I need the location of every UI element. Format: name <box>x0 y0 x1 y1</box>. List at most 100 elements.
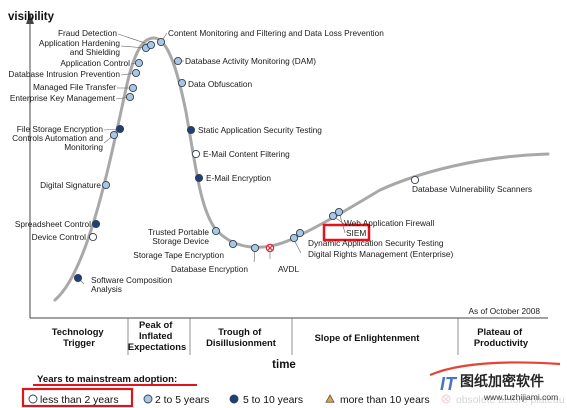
label-line: SIEM <box>346 228 366 238</box>
label-storage-tape-encryption: Storage Tape Encryption <box>133 250 224 260</box>
marker-database-encryption <box>250 243 260 253</box>
label-line: Application Hardening <box>39 38 121 48</box>
legend-marker-gt10 <box>325 394 335 403</box>
marker-database-activity-monitoring-dam <box>173 56 183 66</box>
label-line: File Storage Encryption <box>17 124 104 134</box>
label-digital-signature: Digital Signature <box>40 180 101 190</box>
leader-line <box>120 45 147 49</box>
label-database-activity-monitoring-dam: Database Activity Monitoring (DAM) <box>185 56 316 66</box>
legend-marker-2to5 <box>143 394 153 404</box>
label-line: Content Monitoring and Filtering and Dat… <box>168 28 384 38</box>
marker-e-mail-encryption <box>194 173 204 183</box>
label-line: Data Obfuscation <box>188 79 252 89</box>
label-e-mail-content-filtering: E-Mail Content Filtering <box>203 149 290 159</box>
label-application-hardening-and-shielding: Application Hardening and Shielding <box>39 38 121 57</box>
marker-controls-automation-and-monitoring <box>109 130 119 140</box>
legend-highlight-box <box>21 387 134 408</box>
label-line: E-Mail Content Filtering <box>203 149 290 159</box>
marker-digital-rights-management-enterprise <box>295 228 305 238</box>
label-dynamic-application-security-testing: Dynamic Application Security Testing <box>308 238 444 248</box>
legend-title: Years to mainstream adoption: <box>37 374 177 385</box>
label-line: Storage Tape Encryption <box>133 250 224 260</box>
label-data-obfuscation: Data Obfuscation <box>188 79 252 89</box>
watermark-swoosh <box>429 361 561 377</box>
label-line: Storage Device <box>152 236 209 246</box>
leader-line <box>117 33 152 46</box>
legend-label-5to10: 5 to 10 years <box>243 395 303 406</box>
label-spreadsheet-control: Spreadsheet Control <box>15 219 91 229</box>
label-fraud-detection: Fraud Detection <box>58 28 117 38</box>
marker-e-mail-content-filtering <box>191 149 201 159</box>
label-database-vulnerability-scanners: Database Vulnerability Scanners <box>412 184 532 194</box>
marker-data-obfuscation <box>177 78 187 88</box>
label-trusted-portable-storage-device: Trusted Portable Storage Device <box>148 227 209 246</box>
label-line: Fraud Detection <box>58 28 117 38</box>
marker-avdl <box>265 243 275 253</box>
label-static-application-security-testing: Static Application Security Testing <box>198 125 322 135</box>
marker-storage-tape-encryption <box>228 239 238 249</box>
marker-content-monitoring-and-filtering-and-data-loss-prevention <box>156 37 166 47</box>
label-line: Analysis <box>91 284 122 294</box>
y-axis-title: visibility <box>8 11 55 23</box>
marker-spreadsheet-control <box>91 219 101 229</box>
label-line: AVDL <box>278 264 299 274</box>
siem-highlight-box <box>322 223 371 242</box>
label-file-storage-encryption: File Storage Encryption <box>17 124 104 134</box>
marker-device-control <box>88 232 98 242</box>
label-line: Database Vulnerability Scanners <box>412 184 532 194</box>
marker-trusted-portable-storage-device <box>211 226 221 236</box>
label-line: and Shielding <box>70 47 121 57</box>
label-application-control: Application Control <box>60 58 130 68</box>
phase-label-slope: Slope of Enlightenment <box>315 332 420 343</box>
label-line: Web Application Firewall <box>344 218 434 228</box>
label-line: Digital Signature <box>40 180 101 190</box>
marker-digital-signature <box>101 180 111 190</box>
watermark-url: www.tuzhijiami.com <box>483 392 558 402</box>
marker-software-composition-analysis <box>73 273 83 283</box>
label-controls-automation-and-monitoring: Controls Automation and Monitoring <box>12 133 103 152</box>
label-avdl: AVDL <box>278 264 299 274</box>
x-axis-title: time <box>272 359 296 371</box>
label-line: Spreadsheet Control <box>15 219 91 229</box>
marker-web-application-firewall <box>334 207 344 217</box>
marker-dynamic-application-security-testing <box>289 233 299 243</box>
label-line: Dynamic Application Security Testing <box>308 238 444 248</box>
label-siem: SIEM <box>346 228 366 238</box>
legend-marker-lt2 <box>28 394 38 404</box>
label-line: Software Composition <box>91 275 173 285</box>
label-line: Managed File Transfer <box>33 82 116 92</box>
label-line: Enterprise Key Management <box>10 93 116 103</box>
legend-label-2to5: 2 to 5 years <box>155 395 209 406</box>
marker-enterprise-key-management <box>125 92 135 102</box>
phase-label-plateau: Plateau of Productivity <box>474 326 529 348</box>
y-axis-arrowhead <box>26 13 34 24</box>
label-database-intrusion-prevention: Database Intrusion Prevention <box>8 69 120 79</box>
label-device-control: Device Control <box>32 232 87 242</box>
label-web-application-firewall: Web Application Firewall <box>344 218 434 228</box>
label-content-monitoring-and-filtering-and-data-loss-prevention: Content Monitoring and Filtering and Dat… <box>168 28 384 38</box>
hype-curve <box>53 36 550 302</box>
as-of-note: As of October 2008 <box>469 306 541 316</box>
watermark-cn-text: 图纸加密软件 <box>460 373 544 389</box>
label-line: Controls Automation and <box>12 133 103 143</box>
marker-database-vulnerability-scanners <box>410 175 420 185</box>
watermark-logo: IT 图纸加密软件 www.tuzhijiami.com <box>429 361 564 408</box>
label-line: Database Encryption <box>171 264 248 274</box>
marker-static-application-security-testing <box>186 125 196 135</box>
label-line: Monitoring <box>64 142 103 152</box>
label-line: E-Mail Encryption <box>206 173 271 183</box>
marker-application-control <box>134 58 144 68</box>
marker-database-intrusion-prevention <box>131 68 141 78</box>
label-database-encryption: Database Encryption <box>171 264 248 274</box>
label-line: Trusted Portable <box>148 227 209 237</box>
marker-managed-file-transfer <box>128 83 138 93</box>
label-line: Database Intrusion Prevention <box>8 69 120 79</box>
label-enterprise-key-management: Enterprise Key Management <box>10 93 116 103</box>
legend-label-gt10: more than 10 years <box>340 395 430 406</box>
label-line: Static Application Security Testing <box>198 125 322 135</box>
legend-marker-5to10 <box>229 394 239 404</box>
legend-label-lt2: less than 2 years <box>40 395 119 406</box>
phase-label-trough: Trough of Disillusionment <box>206 326 276 348</box>
phase-label-technology-trigger: Technology Trigger <box>52 326 107 348</box>
